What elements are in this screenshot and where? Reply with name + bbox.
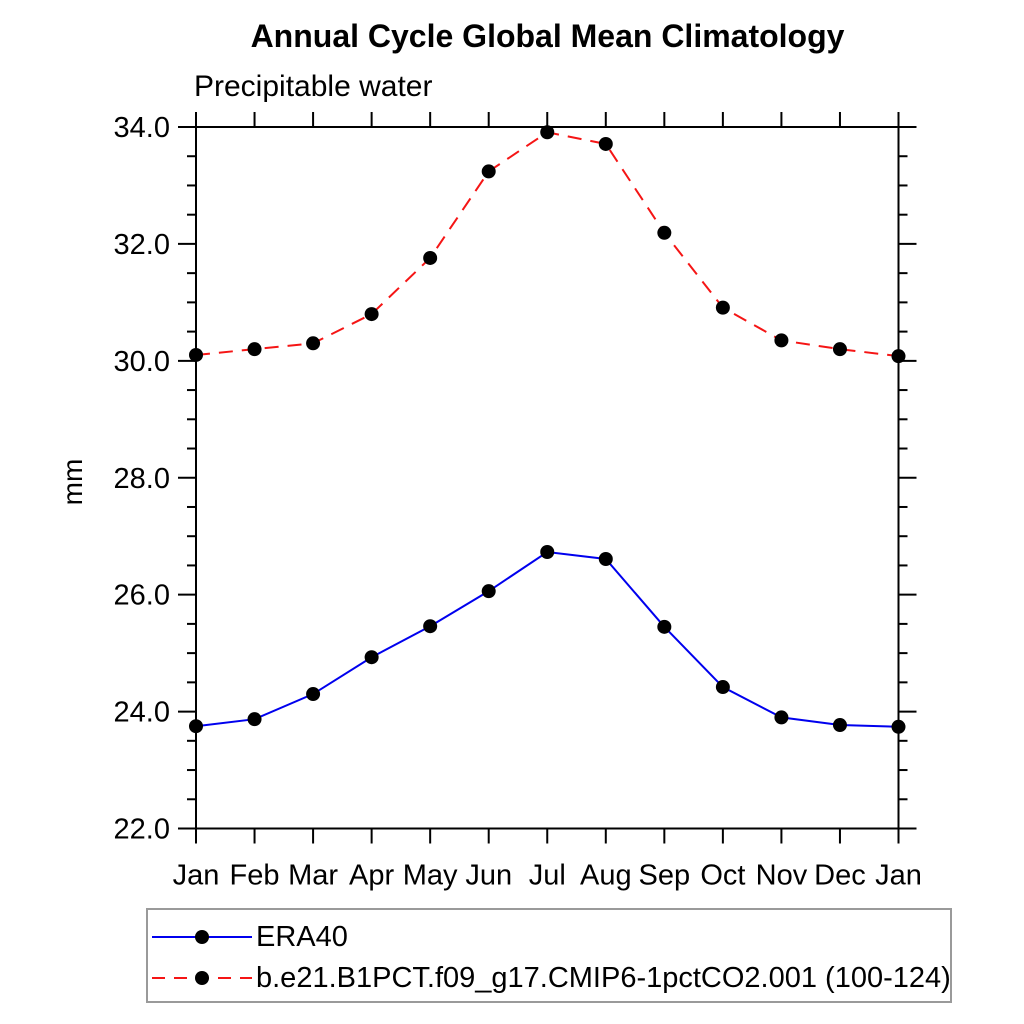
data-point-1 <box>481 164 496 179</box>
legend-marker-dot <box>195 930 209 944</box>
x-tick-label: Apr <box>349 860 394 892</box>
x-tick-label: Jan <box>875 860 922 892</box>
legend-entry-model: b.e21.B1PCT.f09_g17.CMIP6-1pctCO2.001 (1… <box>152 961 951 995</box>
x-tick-label: May <box>403 860 458 892</box>
data-point-1 <box>423 250 438 265</box>
data-point-1 <box>189 347 203 362</box>
chart-title: Annual Cycle Global Mean Climatology <box>250 18 845 54</box>
data-point-1 <box>540 125 555 140</box>
data-point-0 <box>774 710 789 725</box>
x-tick-label: Jul <box>529 860 566 892</box>
legend-line-sample-solid <box>152 930 252 944</box>
x-tick-label: Dec <box>814 860 866 892</box>
legend-label-model: b.e21.B1PCT.f09_g17.CMIP6-1pctCO2.001 (1… <box>256 961 951 994</box>
y-tick-label: 32.0 <box>114 229 170 261</box>
y-tick-label: 24.0 <box>114 697 170 729</box>
data-point-0 <box>423 619 438 634</box>
data-point-1 <box>247 342 262 357</box>
legend-marker-dot <box>195 971 209 985</box>
y-tick-label: 26.0 <box>114 580 170 612</box>
x-tick-label: Feb <box>230 860 280 892</box>
data-point-1 <box>598 136 613 151</box>
y-tick-label: 28.0 <box>114 463 170 495</box>
data-point-0 <box>364 650 379 665</box>
x-tick-label: Mar <box>288 860 338 892</box>
data-point-0 <box>598 552 613 567</box>
x-tick-label: Oct <box>700 860 745 892</box>
data-point-0 <box>891 719 906 734</box>
data-point-1 <box>657 225 672 240</box>
y-axis-label: mm <box>57 459 88 506</box>
data-point-0 <box>247 712 262 727</box>
data-point-1 <box>832 342 847 357</box>
data-point-0 <box>657 619 672 634</box>
data-point-0 <box>306 687 321 702</box>
plot-frame <box>195 126 900 830</box>
legend-box: ERA40 b.e21.B1PCT.f09_g17.CMIP6-1pctCO2.… <box>146 908 952 1003</box>
y-tick-label: 34.0 <box>114 112 170 144</box>
y-tick-label: 30.0 <box>114 346 170 378</box>
series-line-1 <box>195 131 899 358</box>
data-point-0 <box>481 584 496 599</box>
data-point-1 <box>306 336 321 351</box>
data-point-1 <box>774 333 789 348</box>
chart-subtitle: Precipitable water <box>194 70 433 103</box>
x-tick-label: Nov <box>756 860 808 892</box>
x-tick-label: Aug <box>580 860 632 892</box>
data-point-0 <box>832 718 847 733</box>
data-point-1 <box>891 349 906 364</box>
legend-line-sample-dashed <box>152 971 252 985</box>
series-line-0 <box>195 550 899 728</box>
data-point-0 <box>715 680 730 695</box>
data-point-0 <box>540 544 555 559</box>
data-point-1 <box>364 307 379 322</box>
x-tick-label: Jan <box>173 860 220 892</box>
x-tick-label: Jun <box>465 860 512 892</box>
x-tick-label: Sep <box>639 860 691 892</box>
legend-label-era40: ERA40 <box>256 920 348 953</box>
y-tick-label: 22.0 <box>114 814 170 846</box>
data-point-0 <box>189 719 203 734</box>
data-point-1 <box>715 300 730 315</box>
legend-entry-era40: ERA40 <box>152 920 348 954</box>
